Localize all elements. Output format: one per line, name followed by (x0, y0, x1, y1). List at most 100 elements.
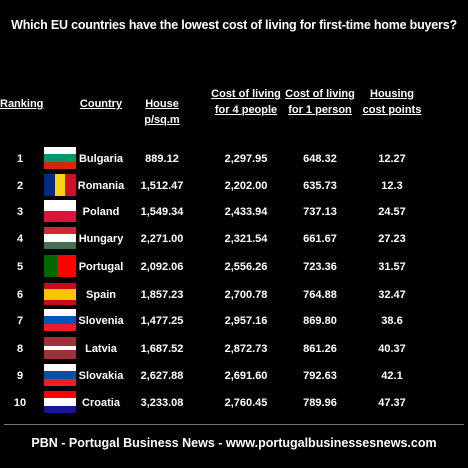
value-cell: 12.27 (378, 153, 406, 165)
flag (44, 309, 76, 331)
rank: 6 (16, 289, 24, 301)
flag-stripe (44, 147, 76, 155)
value-cell: 2,556.26 (224, 261, 268, 273)
flag-stripe (44, 154, 76, 162)
value-cell: 861.26 (303, 343, 337, 355)
title: Which EU countries have the lowest cost … (11, 18, 457, 32)
flag (44, 337, 76, 359)
flag-stripe (44, 391, 76, 399)
value-cell: 1,857.23 (140, 289, 184, 301)
column-header: Cost of living for 4 people (211, 88, 281, 116)
value-cell: 27.23 (378, 233, 406, 245)
flag-stripe (44, 255, 57, 277)
flag (44, 283, 76, 305)
value-cell: 2,271.00 (140, 233, 184, 245)
flag-stripe (44, 398, 76, 406)
country: Spain (86, 289, 116, 301)
rank: 1 (16, 153, 24, 165)
column-header: Cost of living for 1 person (285, 88, 355, 116)
value-cell: 2,202.00 (224, 180, 268, 192)
value-cell: 2,700.78 (224, 289, 268, 301)
value-cell: 3,233.08 (140, 397, 184, 409)
value-cell: 1,549.34 (140, 206, 184, 218)
value-cell: 2,957.16 (224, 315, 268, 327)
value-cell: 2,433.94 (224, 206, 268, 218)
flag (44, 227, 76, 249)
footer: PBN - Portugal Business News - www.portu… (31, 436, 437, 450)
country: Croatia (82, 397, 120, 409)
value-cell: 2,297.95 (224, 153, 268, 165)
flag-stripe (44, 227, 76, 235)
value-cell: 12.3 (381, 180, 403, 192)
country: Romania (77, 180, 125, 192)
flag-stripe (44, 234, 76, 242)
rank: 7 (16, 315, 24, 327)
value-cell: 661.67 (303, 233, 337, 245)
flag (44, 147, 76, 169)
flag-stripe (44, 345, 76, 351)
value-cell: 789.96 (303, 397, 337, 409)
flag-stripe (44, 288, 76, 300)
flag-stripe (44, 309, 76, 317)
flag-stripe (44, 378, 76, 386)
rank: 5 (16, 261, 24, 273)
flag (44, 200, 76, 222)
flag (44, 255, 76, 277)
country: Slovakia (78, 370, 124, 382)
divider (4, 424, 464, 425)
country: Bulgaria (78, 153, 123, 165)
flag (44, 174, 77, 196)
flag-stripe (44, 371, 76, 379)
value-cell: 32.47 (378, 289, 406, 301)
value-cell: 2,872.73 (224, 343, 268, 355)
value-cell: 24.57 (378, 206, 406, 218)
value-cell: 38.6 (381, 315, 403, 327)
rank: 4 (16, 233, 24, 245)
value-cell: 42.1 (381, 370, 403, 382)
flag-stripe (44, 323, 76, 331)
country: Hungary (78, 233, 124, 245)
value-cell: 1,512.47 (140, 180, 184, 192)
value-cell: 723.36 (303, 261, 337, 273)
value-cell: 31.57 (378, 261, 406, 273)
flag-stripe (44, 241, 76, 249)
value-cell: 792.63 (303, 370, 337, 382)
value-cell: 1,477.25 (140, 315, 184, 327)
flag-stripe (44, 174, 55, 196)
flag-stripe (44, 283, 76, 289)
value-cell: 2,627.88 (140, 370, 184, 382)
value-cell: 47.37 (378, 397, 406, 409)
flag-stripe (44, 211, 76, 222)
flag-stripe (44, 200, 76, 211)
rank: 8 (16, 343, 24, 355)
value-cell: 889.12 (145, 153, 179, 165)
value-cell: 2,691.60 (224, 370, 268, 382)
flag-stripe (65, 174, 77, 196)
flag-stripe (44, 161, 76, 169)
value-cell: 869.80 (303, 315, 337, 327)
value-cell: 764.88 (303, 289, 337, 301)
value-cell: 2,321.54 (224, 233, 268, 245)
value-cell: 737.13 (303, 206, 337, 218)
flag-stripe (44, 316, 76, 324)
flag-stripe (44, 350, 76, 359)
value-cell: 635.73 (303, 180, 337, 192)
value-cell: 2,092.06 (140, 261, 184, 273)
column-header: Ranking (0, 98, 44, 110)
country: Portugal (78, 261, 124, 273)
rank: 9 (16, 370, 24, 382)
country: Latvia (85, 343, 117, 355)
country: Poland (82, 206, 120, 218)
flag (44, 391, 76, 413)
rank: 2 (16, 180, 24, 192)
value-cell: 1,687.52 (140, 343, 184, 355)
value-cell: 2,760.45 (224, 397, 268, 409)
value-cell: 40.37 (378, 343, 406, 355)
value-cell: 648.32 (303, 153, 337, 165)
column-header: Housing cost points (362, 88, 422, 116)
rank: 10 (13, 397, 27, 409)
flag-stripe (56, 255, 76, 277)
column-header: Country (79, 98, 123, 110)
country: Slovenia (78, 315, 124, 327)
